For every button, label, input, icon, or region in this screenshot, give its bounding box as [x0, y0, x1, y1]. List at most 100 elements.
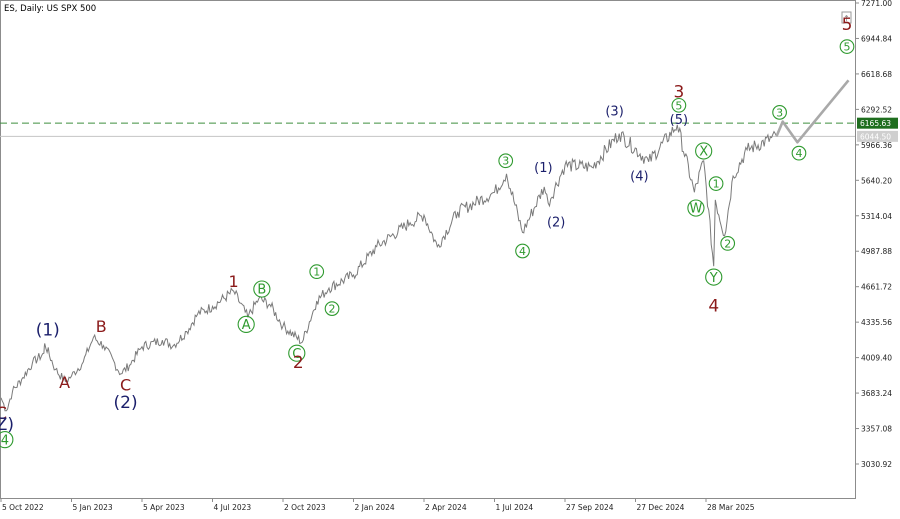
- wave-label: 3: [772, 105, 787, 120]
- wave-label-text: X: [699, 145, 708, 160]
- wave-label-circle: [839, 39, 855, 54]
- wave-label: C: [120, 375, 131, 394]
- wave-label: 4: [791, 145, 807, 161]
- wave-label-text: A: [242, 318, 251, 333]
- wave-label-text: 4: [519, 245, 526, 258]
- wave-label-text: C: [0, 404, 7, 424]
- wave-label-circle: [324, 301, 340, 316]
- wave-label: (1): [36, 320, 60, 340]
- x-tick-label: 4 Jul 2023: [214, 503, 252, 512]
- wave-label-text: B: [257, 283, 266, 298]
- wave-label-text: 3: [502, 155, 509, 168]
- wave-label: (1): [534, 161, 552, 176]
- wave-label-circle: [309, 264, 325, 280]
- chart-title: ES, Daily: US SPX 500: [4, 4, 96, 14]
- x-tick-label: 1 Jul 2024: [496, 503, 534, 512]
- resistance-price-label: 6165.63: [860, 119, 891, 128]
- wave-label-circle: [687, 199, 705, 217]
- wave-labels: CZ)4(1)ABC(2)1 BAC21234(1)(2)(3)(4)35(5)X…: [0, 15, 855, 449]
- wave-label: 2: [324, 301, 340, 316]
- wave-label: 1: [229, 272, 239, 291]
- wave-label: 1: [309, 264, 325, 280]
- wave-label-text: (2): [547, 215, 565, 230]
- wave-label-text: 2: [329, 303, 336, 316]
- wave-label-text: 2: [724, 237, 731, 250]
- wave-label-circle: [772, 105, 787, 120]
- wave-label: (2): [114, 393, 138, 413]
- wave-label-circle: [237, 315, 255, 333]
- wave-label-text: A: [59, 373, 70, 392]
- svg-text:↑: ↑: [843, 14, 850, 23]
- y-tick-label: 3357.08: [861, 425, 892, 434]
- wave-label: 2: [720, 236, 736, 251]
- x-tick-label: 27 Dec 2024: [637, 503, 685, 512]
- price-series-line: [0, 124, 777, 412]
- current-price-box: [857, 130, 898, 142]
- wave-label-text: 1: [313, 266, 320, 279]
- x-tick-label: 27 Sep 2024: [566, 503, 614, 512]
- price-badge-icon[interactable]: ↑: [841, 11, 852, 24]
- wave-label: 4: [708, 296, 719, 316]
- wave-label-text: (5): [670, 113, 688, 128]
- wave-label-circle: [253, 280, 271, 298]
- wave-label-text: Y: [709, 271, 718, 286]
- wave-label-circle: [0, 431, 14, 449]
- wave-label-text: W: [689, 202, 702, 217]
- wave-label-text: 4: [708, 296, 719, 316]
- wave-label: 5: [842, 15, 853, 35]
- wave-label: (3): [605, 104, 623, 119]
- wave-label-text: 3: [776, 106, 783, 119]
- wave-label-text: (3): [605, 104, 623, 119]
- y-tick-label: 4009.40: [861, 354, 892, 363]
- x-tick-label: 2 Jan 2024: [355, 503, 395, 512]
- wave-label: C: [288, 344, 306, 362]
- y-tick-label: 5966.36: [861, 141, 892, 150]
- wave-label: 4: [0, 431, 14, 449]
- wave-label: 1: [708, 176, 724, 191]
- projection-line: [775, 79, 850, 144]
- wave-label: W: [687, 199, 705, 217]
- axes: 7271.00 6944.84 6618.68 6292.52 5966.36 5640.…: [0, 0, 892, 512]
- wave-label-text: 5: [844, 41, 851, 54]
- x-tick-label: 28 Mar 2025: [707, 503, 755, 512]
- wave-label: 5: [671, 97, 687, 113]
- wave-label: B: [96, 317, 107, 336]
- wave-label-text: (1): [36, 320, 60, 340]
- wave-label-text: C: [292, 347, 301, 362]
- y-tick-label: 4987.88: [861, 247, 892, 256]
- y-tick-label: 5314.04: [861, 212, 892, 221]
- wave-label: (2): [547, 215, 565, 230]
- wave-label-text: B: [96, 317, 107, 336]
- wave-label-circle: [498, 153, 514, 169]
- wave-label-circle: [288, 344, 306, 362]
- wave-label-text: 4: [795, 147, 802, 160]
- wave-label-circle: [708, 176, 724, 191]
- wave-label: (5): [670, 113, 688, 128]
- y-tick-label: 7271.00: [861, 0, 892, 8]
- wave-label-circle: [791, 145, 807, 161]
- wave-label: 4: [515, 243, 530, 259]
- wave-label-circle: [515, 243, 530, 259]
- wave-label: A: [59, 373, 70, 392]
- y-tick-label: 3030.92: [861, 460, 892, 469]
- y-tick-label: 5640.20: [861, 176, 892, 185]
- wave-label: Y: [705, 268, 723, 286]
- wave-label: A: [237, 315, 255, 333]
- wave-label-text: 3: [673, 82, 684, 102]
- y-tick-label: 3683.24: [861, 389, 892, 398]
- x-tick-label: 5 Jan 2023: [73, 503, 113, 512]
- wave-label: 2: [293, 353, 304, 373]
- y-tick-label: 4335.56: [861, 318, 892, 327]
- wave-label-text: (2): [114, 393, 138, 413]
- wave-label: (4): [630, 170, 648, 185]
- wave-label: B: [253, 280, 271, 298]
- series: [0, 79, 850, 412]
- wave-label-circle: [720, 236, 736, 251]
- wave-label: Z): [0, 415, 14, 435]
- wave-label-circle: [671, 97, 687, 113]
- wave-label-text: (4): [630, 170, 648, 185]
- wave-label: C: [0, 404, 7, 424]
- y-tick-label: 6618.68: [861, 70, 892, 79]
